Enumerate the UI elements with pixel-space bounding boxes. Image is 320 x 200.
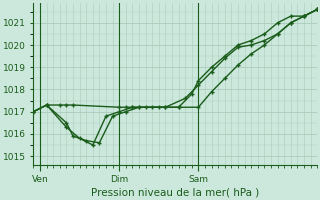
X-axis label: Pression niveau de la mer( hPa ): Pression niveau de la mer( hPa )	[91, 187, 260, 197]
